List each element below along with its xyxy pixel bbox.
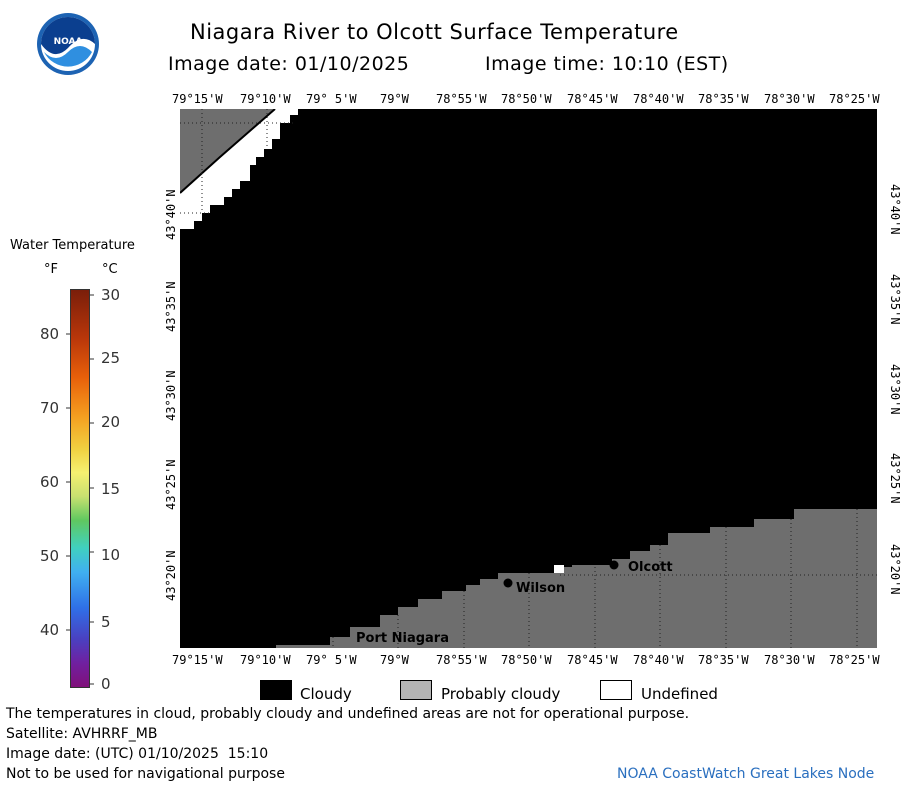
lon-tick-bottom: 79°10'W <box>240 653 291 667</box>
temperature-color-bar <box>70 289 90 688</box>
lon-tick-bottom: 78°55'W <box>436 653 487 667</box>
lat-tick-left: 43°20'N <box>164 550 178 601</box>
lon-tick-top: 78°35'W <box>698 92 749 106</box>
lon-tick-top: 78°45'W <box>567 92 618 106</box>
lon-tick-bottom: 78°30'W <box>764 653 815 667</box>
image-date: Image date: 01/10/2025 <box>168 53 410 75</box>
lat-tick-left: 43°35'N <box>164 281 178 332</box>
svg-text:NOAA: NOAA <box>54 37 83 47</box>
lon-tick-bottom: 78°25'W <box>829 653 880 667</box>
lon-tick-bottom: 78°50'W <box>501 653 552 667</box>
lon-tick-top: 79°10'W <box>240 92 291 106</box>
noaa-logo-icon: NOAA <box>37 13 99 75</box>
lon-tick-top: 78°30'W <box>764 92 815 106</box>
lon-tick-bottom: 78°35'W <box>698 653 749 667</box>
noaa-logo: NOAA <box>36 12 100 76</box>
lon-tick-top: 79°15'W <box>172 92 223 106</box>
lat-tick-left: 43°25'N <box>164 459 178 510</box>
legend-c-label: 10 <box>101 546 121 564</box>
legend-unit-f: °F <box>44 262 58 277</box>
lat-tick-right: 43°25'N <box>888 453 902 504</box>
legend-c-label: 15 <box>101 480 121 498</box>
legend-f-label: 50 <box>40 547 60 565</box>
lat-tick-left: 43°40'N <box>164 189 178 240</box>
key-swatch-probably-cloudy <box>400 680 432 700</box>
lat-tick-right: 43°30'N <box>888 364 902 415</box>
lon-tick-top: 78°50'W <box>501 92 552 106</box>
place-label-olcott: Olcott <box>628 560 673 575</box>
place-label-port-niagara: Port Niagara <box>356 631 449 646</box>
legend-c-label: 0 <box>101 675 111 693</box>
lat-tick-right: 43°35'N <box>888 274 902 325</box>
legend-f-label: 70 <box>40 399 60 417</box>
lon-tick-bottom: 78°45'W <box>567 653 618 667</box>
page-title: Niagara River to Olcott Surface Temperat… <box>190 20 679 44</box>
lon-tick-top: 78°25'W <box>829 92 880 106</box>
place-label-wilson: Wilson <box>516 581 566 596</box>
nav-warning-text: Not to be used for navigational purpose <box>6 766 285 782</box>
legend-f-label: 40 <box>40 621 60 639</box>
lon-tick-top: 78°40'W <box>633 92 684 106</box>
key-label-cloudy: Cloudy <box>300 685 352 703</box>
lon-tick-bottom: 79°W <box>380 653 409 667</box>
wilson-marker <box>503 578 513 588</box>
legend-tick-marks <box>66 294 94 685</box>
key-label-probably-cloudy: Probably cloudy <box>441 685 561 703</box>
surface-temperature-map <box>179 108 877 648</box>
credit-link[interactable]: NOAA CoastWatch Great Lakes Node <box>617 766 875 782</box>
disclaimer-text: The temperatures in cloud, probably clou… <box>6 706 690 722</box>
legend-c-label: 20 <box>101 413 121 431</box>
key-swatch-undefined <box>600 680 632 700</box>
olcott-marker <box>609 560 619 570</box>
legend-c-label: 30 <box>101 286 121 304</box>
legend-c-label: 25 <box>101 349 121 367</box>
lon-tick-top: 78°55'W <box>436 92 487 106</box>
legend-title: Water Temperature <box>10 238 135 253</box>
legend-unit-c: °C <box>102 262 118 277</box>
key-label-undefined: Undefined <box>641 685 718 703</box>
lat-tick-left: 43°30'N <box>164 370 178 421</box>
lon-tick-bottom: 78°40'W <box>633 653 684 667</box>
utc-date-text: Image date: (UTC) 01/10/2025 15:10 <box>6 746 269 762</box>
lon-tick-bottom: 79° 5'W <box>306 653 357 667</box>
legend-f-label: 60 <box>40 473 60 491</box>
lon-tick-bottom: 79°15'W <box>172 653 223 667</box>
lat-tick-right: 43°40'N <box>888 184 902 235</box>
lon-tick-top: 79° 5'W <box>306 92 357 106</box>
map-area: Olcott Wilson Port Niagara <box>179 108 877 648</box>
lon-tick-top: 79°W <box>380 92 409 106</box>
key-swatch-cloudy <box>260 680 292 700</box>
satellite-text: Satellite: AVHRRF_MB <box>6 726 158 742</box>
image-time: Image time: 10:10 (EST) <box>485 53 729 75</box>
lat-tick-right: 43°20'N <box>888 544 902 595</box>
legend-c-label: 5 <box>101 613 111 631</box>
legend-f-label: 80 <box>40 325 60 343</box>
